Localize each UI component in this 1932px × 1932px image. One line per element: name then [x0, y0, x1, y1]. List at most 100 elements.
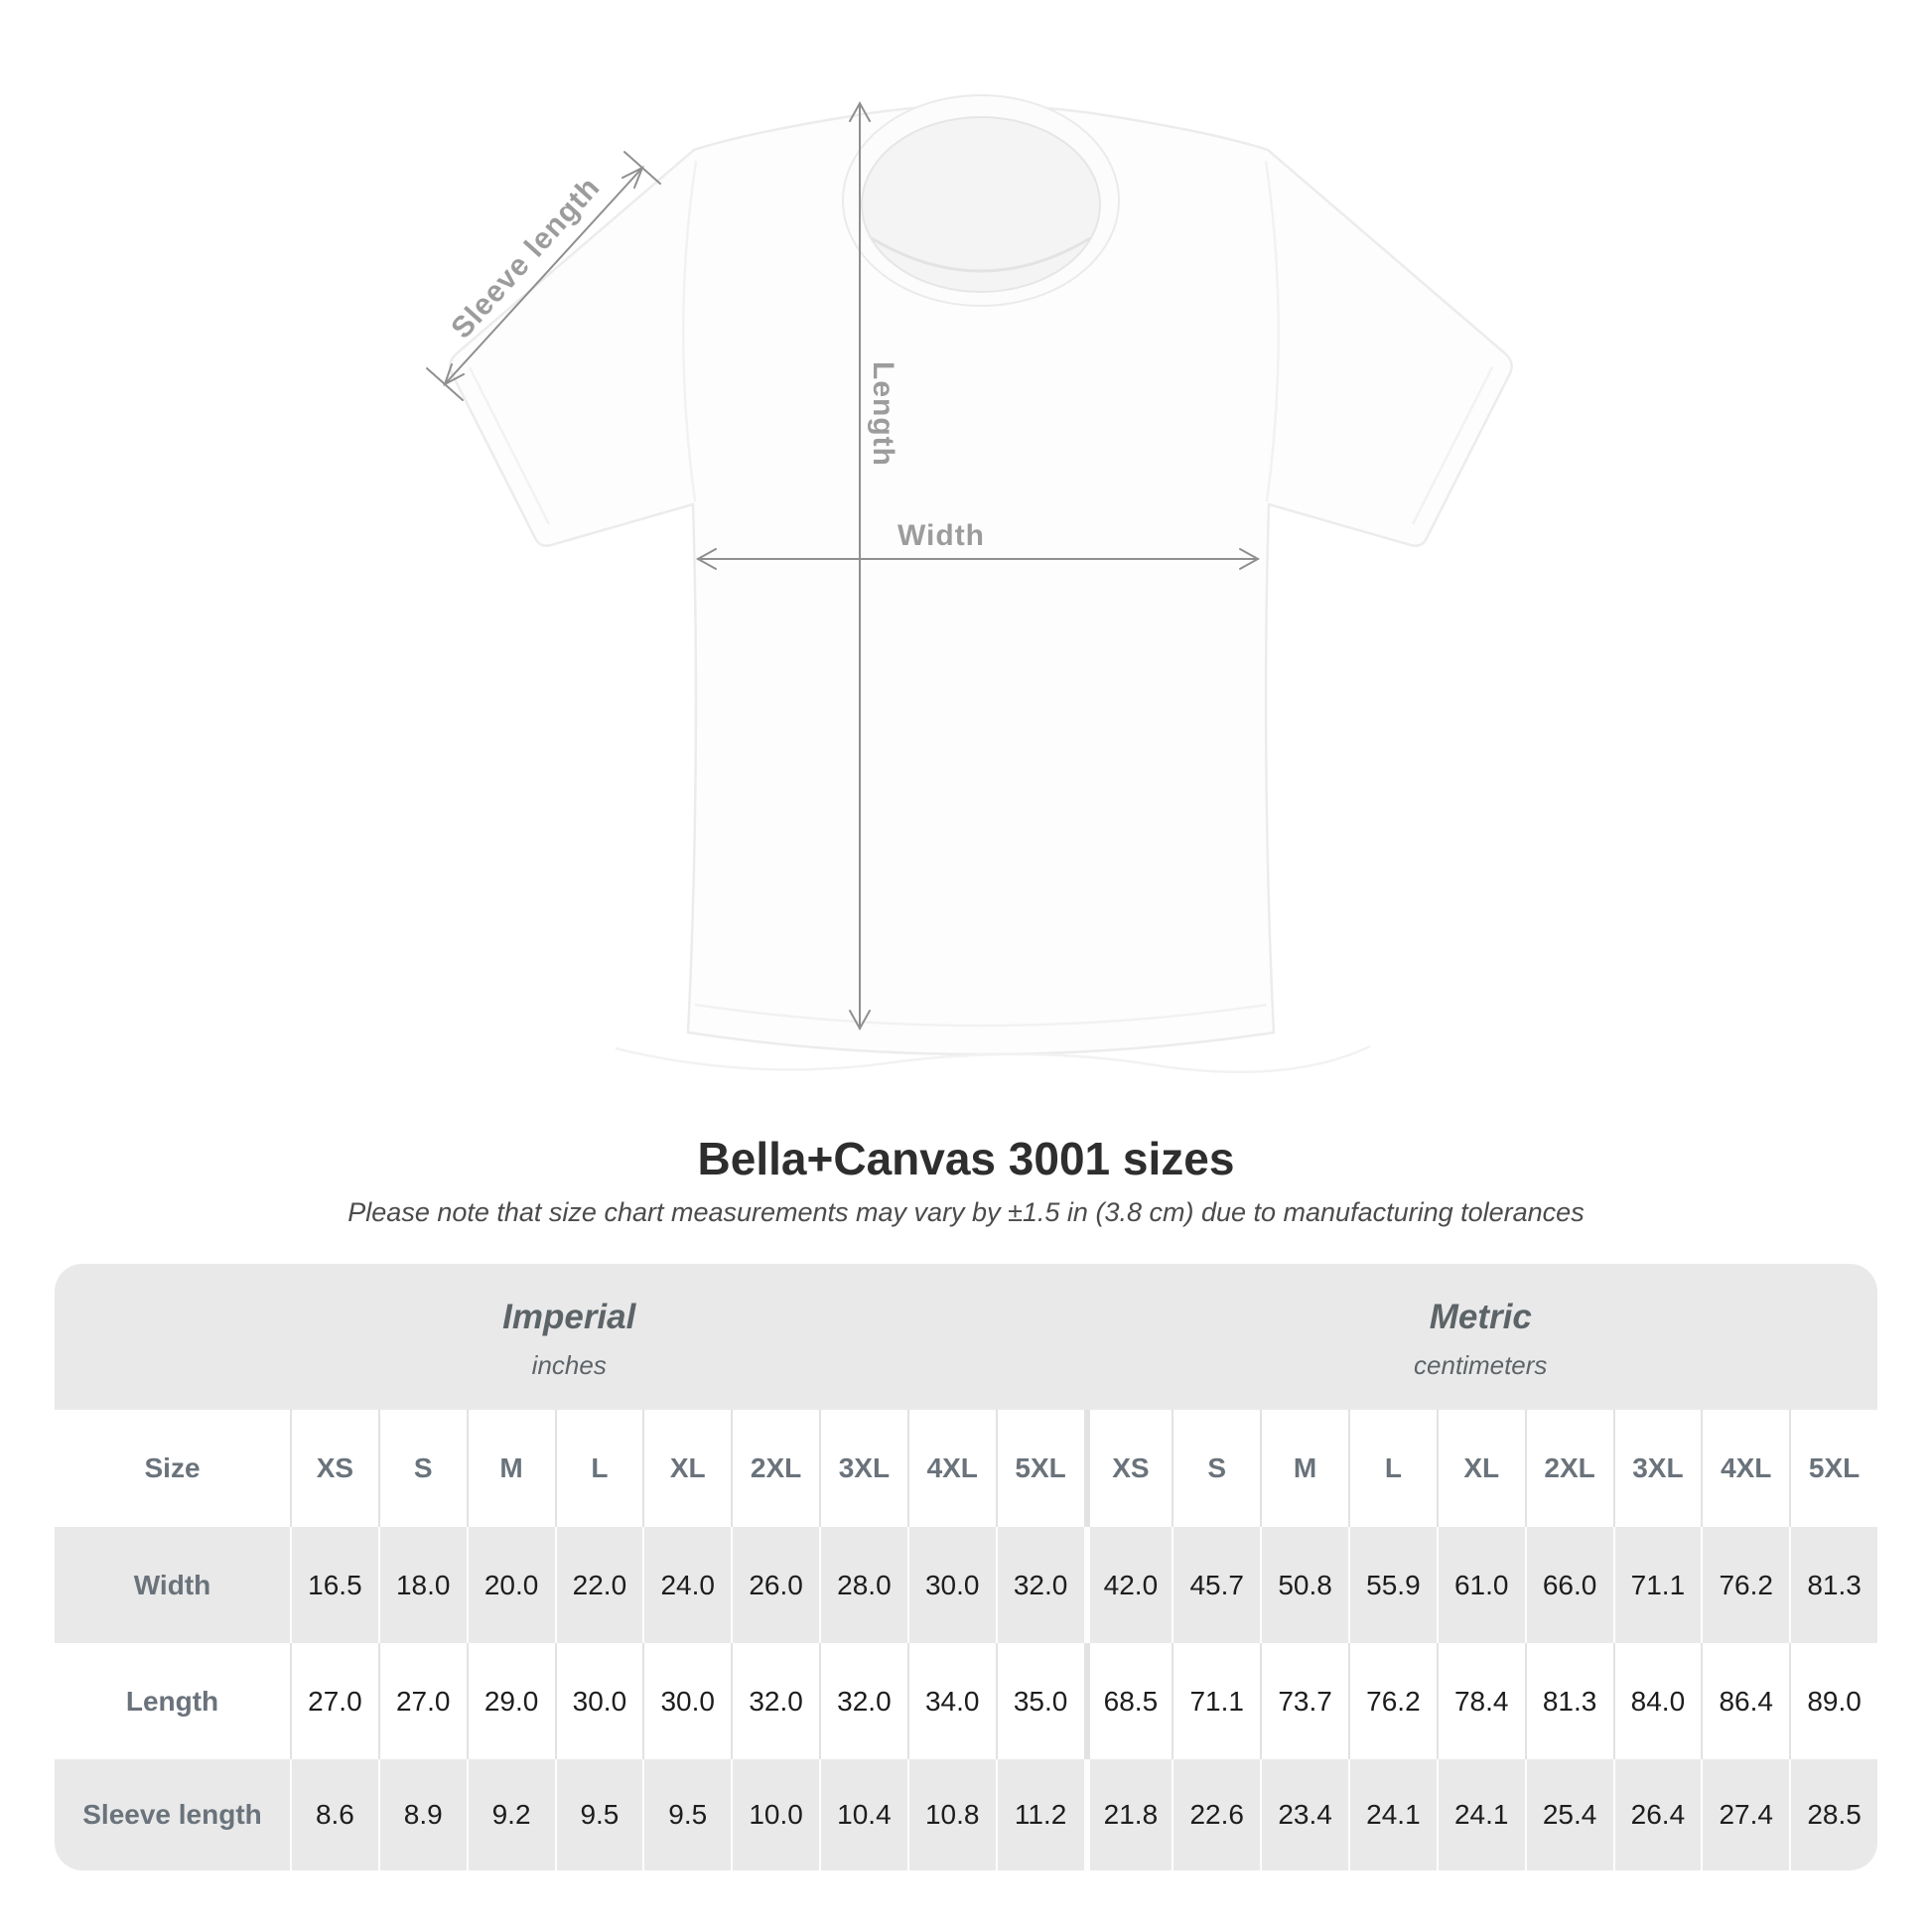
value-cell: 9.2	[466, 1759, 555, 1870]
size-column-header: S	[377, 1410, 467, 1527]
tshirt-seams	[468, 160, 1494, 1074]
value-cell: 28.5	[1789, 1759, 1877, 1870]
tshirt-measurement-diagram: Sleeve length Length Width	[426, 94, 1513, 1074]
size-table-grid: Size XS S M L XL 2XL 3XL 4XL 5XL XS S M L XL 2XL 3XL 4XL 5…	[55, 1410, 1877, 1870]
value-cell: 32.0	[995, 1527, 1084, 1643]
imperial-group-header: Imperial inches	[55, 1264, 1084, 1410]
value-cell: 20.0	[466, 1527, 555, 1643]
value-cell: 22.0	[554, 1527, 643, 1643]
value-cell: 9.5	[554, 1759, 643, 1870]
value-cell: 81.3	[1789, 1527, 1877, 1643]
value-cell: 26.4	[1612, 1759, 1702, 1870]
row-label: Size	[144, 1452, 201, 1483]
size-column-header: XL	[1436, 1410, 1525, 1527]
value-cell: 8.9	[377, 1759, 467, 1870]
tolerance-note: Please note that size chart measurements…	[347, 1197, 1585, 1227]
value-cell: 81.3	[1524, 1643, 1613, 1759]
width-label: Width	[897, 519, 986, 552]
tshirt-body	[449, 103, 1513, 1056]
measurement-row-width: Width 16.5 18.0 20.0 22.0 24.0 26.0 28.0 30.0 32.…	[55, 1527, 1877, 1643]
size-column-header: 5XL	[995, 1410, 1084, 1527]
value-cell: 50.8	[1260, 1527, 1348, 1643]
value-cell: 18.0	[377, 1527, 467, 1643]
value-cell: 89.0	[1789, 1643, 1877, 1759]
value-cell: 76.2	[1348, 1643, 1437, 1759]
size-table: Imperial inches Metric centimeters Size X…	[55, 1264, 1877, 1870]
value-cell: 22.6	[1172, 1759, 1260, 1870]
size-column-header: XL	[642, 1410, 731, 1527]
value-cell: 21.8	[1083, 1759, 1173, 1870]
value-cell: 11.2	[995, 1759, 1084, 1870]
metric-group-unit: centimeters	[1414, 1349, 1548, 1380]
collar-opening	[861, 116, 1101, 293]
value-cell: 76.2	[1701, 1527, 1789, 1643]
value-cell: 10.4	[819, 1759, 907, 1870]
measurement-row-sleeve-length: Sleeve length 8.6 8.9 9.2 9.5 9.5 10.0 10.4 10.8…	[55, 1759, 1877, 1870]
value-cell: 25.4	[1524, 1759, 1613, 1870]
measurement-row-length: Length 27.0 27.0 29.0 30.0 30.0 32.0 32.0 34.0 35…	[55, 1643, 1877, 1759]
row-label: Length	[125, 1685, 219, 1717]
size-column-header: L	[1348, 1410, 1437, 1527]
length-label: Length	[867, 361, 899, 467]
imperial-group-unit: inches	[531, 1349, 607, 1380]
value-cell: 23.4	[1260, 1759, 1348, 1870]
size-column-header: M	[1260, 1410, 1348, 1527]
value-cell: 28.0	[819, 1527, 907, 1643]
value-cell: 73.7	[1260, 1643, 1348, 1759]
sleeve-length-arrow	[444, 167, 643, 385]
value-cell: 66.0	[1524, 1527, 1613, 1643]
metric-group-header: Metric centimeters	[1084, 1264, 1878, 1410]
value-cell: 32.0	[731, 1643, 819, 1759]
value-cell: 30.0	[554, 1643, 643, 1759]
size-column-header: 4XL	[906, 1410, 996, 1527]
value-cell: 24.0	[642, 1527, 731, 1643]
value-cell: 55.9	[1348, 1527, 1437, 1643]
size-column-header: 3XL	[1612, 1410, 1702, 1527]
value-cell: 27.0	[377, 1643, 467, 1759]
value-cell: 27.4	[1701, 1759, 1789, 1870]
value-cell: 27.0	[290, 1643, 378, 1759]
size-column-header: XS	[1083, 1410, 1173, 1527]
value-cell: 24.1	[1348, 1759, 1437, 1870]
value-cell: 10.0	[731, 1759, 819, 1870]
value-cell: 34.0	[906, 1643, 996, 1759]
size-column-header: 2XL	[1524, 1410, 1613, 1527]
size-column-header: 2XL	[731, 1410, 819, 1527]
value-cell: 29.0	[466, 1643, 555, 1759]
value-cell: 30.0	[906, 1527, 996, 1643]
size-column-header: 3XL	[819, 1410, 907, 1527]
value-cell: 9.5	[642, 1759, 731, 1870]
imperial-group-title: Imperial	[502, 1297, 636, 1336]
value-cell: 8.6	[290, 1759, 378, 1870]
row-label: Width	[133, 1569, 211, 1600]
value-cell: 45.7	[1172, 1527, 1260, 1643]
size-column-header: XS	[290, 1410, 378, 1527]
metric-group-title: Metric	[1429, 1297, 1532, 1336]
value-cell: 71.1	[1172, 1643, 1260, 1759]
value-cell: 26.0	[731, 1527, 819, 1643]
value-cell: 78.4	[1436, 1643, 1525, 1759]
value-cell: 86.4	[1701, 1643, 1789, 1759]
value-cell: 10.8	[906, 1759, 996, 1870]
collar-inner-shadow	[871, 236, 1091, 273]
value-cell: 68.5	[1083, 1643, 1173, 1759]
value-cell: 16.5	[290, 1527, 378, 1643]
value-cell: 35.0	[995, 1643, 1084, 1759]
row-label: Sleeve length	[82, 1799, 262, 1830]
size-column-header: L	[554, 1410, 643, 1527]
size-header-row: Size XS S M L XL 2XL 3XL 4XL 5XL XS S M L XL 2XL 3XL 4XL 5…	[55, 1410, 1877, 1527]
value-cell: 42.0	[1083, 1527, 1173, 1643]
tshirt-illustration	[426, 94, 1513, 1074]
value-cell: 61.0	[1436, 1527, 1525, 1643]
size-column-header: M	[466, 1410, 555, 1527]
value-cell: 30.0	[642, 1643, 731, 1759]
page-title: Bella+Canvas 3001 sizes	[697, 1133, 1235, 1184]
size-column-header: 5XL	[1789, 1410, 1877, 1527]
unit-group-header-band: Imperial inches Metric centimeters	[55, 1264, 1877, 1410]
value-cell: 32.0	[819, 1643, 907, 1759]
value-cell: 24.1	[1436, 1759, 1525, 1870]
size-column-header: S	[1172, 1410, 1260, 1527]
value-cell: 71.1	[1612, 1527, 1702, 1643]
measurement-arrows	[426, 100, 1261, 1032]
value-cell: 84.0	[1612, 1643, 1702, 1759]
